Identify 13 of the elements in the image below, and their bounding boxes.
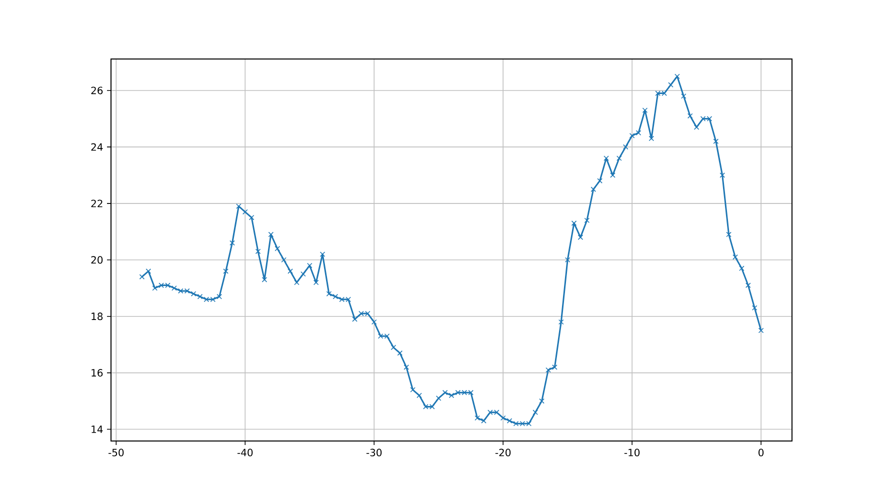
x-tick-label: -20 [495,448,511,456]
y-tick-label: 18 [92,312,103,320]
y-tick-label: 14 [92,426,103,433]
y-tick-label: 16 [92,369,103,377]
x-tick-label: -10 [624,448,640,456]
x-tick-label: -40 [237,448,253,456]
y-tick-label: 24 [91,143,103,151]
y-tick-label: 22 [91,200,102,208]
x-tick-label: -30 [366,448,382,456]
x-tick-label: -50 [108,448,124,456]
x-tick-label: 0 [758,448,764,456]
y-tick-label: 26 [91,86,103,94]
y-tick-label: 20 [91,256,103,264]
